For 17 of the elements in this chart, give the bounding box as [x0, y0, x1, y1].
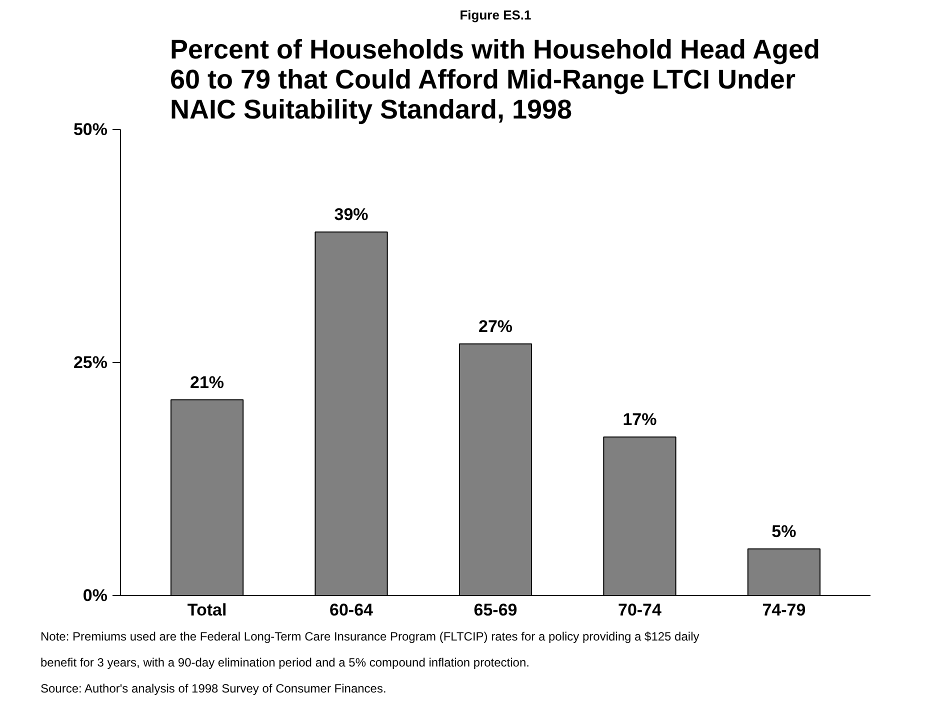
data-label: 27%	[478, 316, 513, 336]
x-tick-label: 74-79	[762, 600, 806, 620]
data-label: 5%	[772, 522, 796, 541]
x-tick-label: Total	[187, 600, 227, 620]
text: Note: Premiums used are the Federal Long-Term Care Insurance Program (FLTCIP) rates for a policy providing a $125 daily benefit for 3 years, with a 90-day elimination period and a 5% compound inflation protection.	[40, 630, 700, 670]
data-label: 21%	[190, 372, 224, 392]
x-tick-label: 60-64	[330, 600, 374, 620]
y-tick-label: 25%	[73, 353, 108, 372]
data-label: 39%	[334, 205, 368, 224]
data-label: 17%	[622, 410, 657, 430]
source-note: Source: Author's analysis of 1998 Survey of Consumer Finances.	[40, 682, 386, 696]
chart-title: Percent of Households with Household Head Aged 60 to 79 that Could Afford Mid-Range LTCI Under NAIC Suitability Standard, 1998	[170, 34, 820, 124]
y-tick-label: 50%	[73, 120, 108, 139]
chart-subtitle: Figure ES.1	[460, 8, 532, 22]
x-tick-label: 70-74	[618, 600, 662, 620]
y-tick-label: 0%	[82, 586, 108, 605]
x-tick-label: 65-69	[474, 600, 518, 620]
